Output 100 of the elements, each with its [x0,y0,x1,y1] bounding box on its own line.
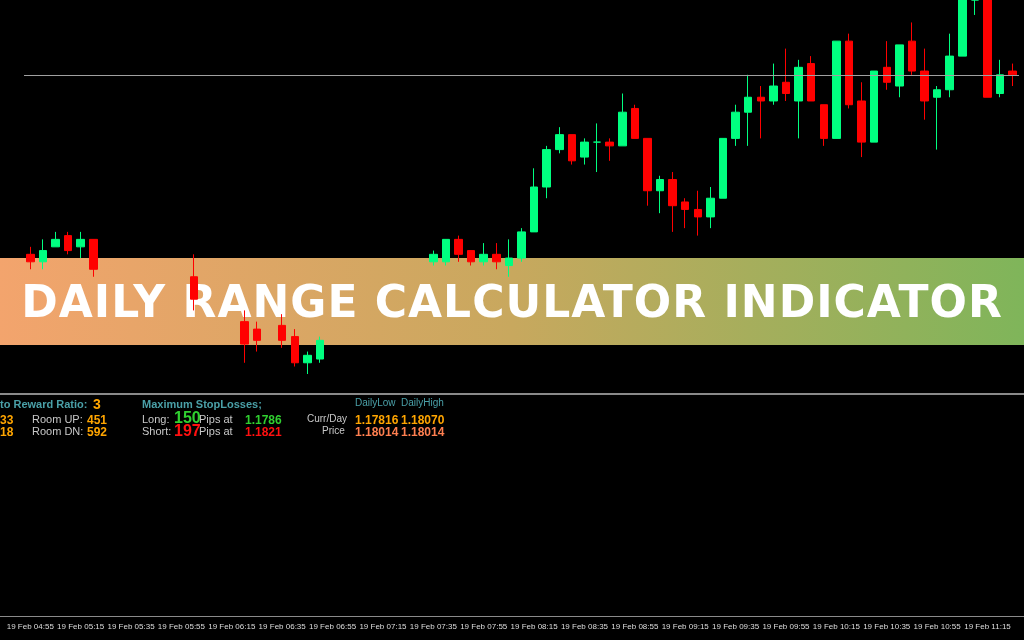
candlestick [64,231,72,255]
candlestick [1008,63,1017,87]
candlestick [694,190,702,237]
candlestick [782,48,790,102]
candlestick [769,63,778,106]
candlestick [731,104,740,147]
candlestick [681,197,689,229]
candlestick [933,85,941,151]
text: Short: [142,425,172,437]
text: Maximum StopLosses; [142,398,262,410]
candlestick [857,81,866,158]
candlestick [593,122,601,173]
text: Room UP: [32,413,83,425]
candlestick [820,104,828,147]
candlestick [580,137,589,166]
candlestick [39,238,47,270]
candlestick [555,126,564,154]
candlestick [51,231,60,248]
candlestick [908,21,916,76]
x-tick-label: 19 Feb 05:35 [107,621,156,631]
candlestick [719,137,727,199]
candlestick [643,137,652,207]
x-tick-label: 19 Feb 10:35 [863,621,911,631]
candlestick [845,33,853,109]
x-tick-label: 19 Feb 07:15 [359,621,408,631]
x-tick-label: 19 Feb 06:55 [309,621,357,631]
candlestick [26,246,35,270]
text: 1.18014 [355,425,399,439]
candlestick [631,104,639,139]
x-tick-label: 19 Feb 10:55 [913,621,962,631]
x-tick-label: 19 Feb 05:55 [157,621,206,631]
candlestick [656,175,664,214]
x-tick-label: 19 Feb 08:15 [510,621,559,631]
candlestick [253,321,261,353]
text: Room DN: [32,425,84,437]
candlestick [505,238,513,278]
text: Pips at [199,413,233,425]
candlestick [794,59,803,139]
text: 1.17816 [355,413,399,427]
candlestick [945,33,954,98]
x-tick-label: 19 Feb 08:55 [611,621,659,631]
candlestick [76,231,85,259]
text: DailyLow [355,397,396,408]
x-tick-label: 19 Feb 09:55 [762,621,811,631]
candlestick [542,145,551,199]
candlestick [971,0,979,16]
candlestick [618,93,627,147]
x-tick-label: 19 Feb 07:35 [409,621,458,631]
candlestick [920,48,929,121]
text: 451 [87,413,108,427]
candlestick [517,227,526,263]
candlestick [291,328,299,368]
x-tick-label: 19 Feb 10:15 [812,621,861,631]
candlestick [883,40,891,91]
x-tick-label: 19 Feb 04:55 [6,621,55,631]
candlestick [870,70,878,143]
candlestick [706,186,715,229]
candlestick [316,336,324,364]
text: 1.18070 [401,413,445,427]
text: 33 [0,413,14,427]
text: Pips at [199,425,233,437]
candlestick [479,242,488,267]
candlestick [303,351,312,375]
x-tick-label: 19 Feb 07:55 [460,621,508,631]
text: to Reward Ratio: [0,398,88,410]
text: DailyHigh [401,397,444,408]
candlestick [568,134,576,166]
candlestick [668,171,677,233]
candlestick [895,44,904,98]
x-tick-label: 19 Feb 05:15 [57,621,105,631]
text: Price [322,425,345,436]
x-tick-label: 19 Feb 09:15 [661,621,710,631]
candlestick [492,242,501,270]
text: 592 [87,425,108,439]
text: 1.18014 [401,425,445,439]
candlestick [89,238,98,278]
candlestick [530,167,538,233]
text: Long: [142,413,170,425]
candlestick [807,55,815,102]
text: Curr/Day [307,413,348,424]
candlestick [996,59,1004,98]
candlestick [958,0,967,57]
candlestick [832,40,841,139]
x-tick-label: 19 Feb 11:15 [964,621,1012,631]
candlestick [983,0,992,98]
text: 1.1821 [245,425,282,439]
candlestick [744,74,752,147]
text: 1.1786 [245,413,282,427]
candlestick [467,250,475,267]
x-tick-label: 19 Feb 08:35 [560,621,609,631]
text: 3 [93,396,101,412]
candlestick [454,235,463,263]
candlestick [757,85,765,139]
x-tick-label: 19 Feb 06:15 [208,621,256,631]
text: 18 [0,425,14,439]
candlestick [605,137,614,162]
candlestick [442,238,450,267]
candlestick [429,250,438,267]
x-tick-label: 19 Feb 09:35 [712,621,760,631]
x-tick-label: 19 Feb 06:35 [258,621,307,631]
